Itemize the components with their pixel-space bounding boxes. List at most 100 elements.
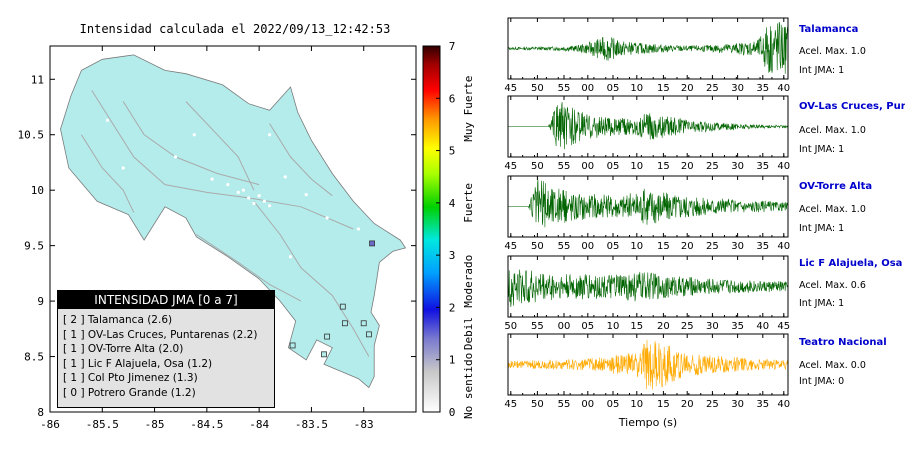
waveform-x-tick-label: 40 <box>777 83 790 94</box>
station-title: OV-Torre Alta <box>799 181 873 192</box>
station-marker <box>324 333 331 340</box>
colorbar-tick-label: 5 <box>449 145 456 158</box>
waveform-x-tick-label: 20 <box>681 241 694 252</box>
legend-item: [ 1 ] OV-Las Cruces, Puntarenas (2.2) <box>63 328 258 341</box>
map-y-tick-label: 10 <box>31 184 44 197</box>
waveform-x-tick-label: 30 <box>731 399 744 410</box>
colorbar-tick-label: 0 <box>449 406 456 419</box>
station-jma-intensity: Int JMA: 1 <box>799 144 845 155</box>
station-title: OV-Las Cruces, Puntar <box>799 101 905 112</box>
colorbar-tick-label: 6 <box>449 92 456 105</box>
city-dot <box>105 118 110 122</box>
city-dot <box>210 177 214 181</box>
waveform-x-tick-label: 35 <box>756 241 769 252</box>
city-dot <box>247 196 251 200</box>
waveform-x-tick-label: 25 <box>706 83 719 94</box>
waveform-x-tick-label: 45 <box>504 161 517 172</box>
waveform-x-tick-label: 05 <box>607 83 620 94</box>
city-dot <box>268 133 272 137</box>
waveform-x-tick-label: 40 <box>777 241 790 252</box>
city-dot <box>241 188 246 192</box>
waveform-x-tick-label: 05 <box>607 399 620 410</box>
waveform-x-tick-label: 30 <box>731 241 744 252</box>
station-title: Lic F Alajuela, Osa <box>799 258 903 269</box>
colorbar <box>422 45 441 413</box>
station-max-accel: Acel. Max. 0.6 <box>799 280 866 291</box>
station-jma-intensity: Int JMA: 1 <box>799 298 845 309</box>
station-marker <box>366 331 372 338</box>
map-y-tick-label: 8.5 <box>24 351 44 364</box>
waveform-x-tick-label: 45 <box>504 241 517 252</box>
waveform-x-tick-label: 40 <box>777 399 790 410</box>
waveform-x-tick-label: 00 <box>558 321 571 332</box>
waveform-x-tick-label: 25 <box>706 241 719 252</box>
waveform-trace <box>507 22 789 74</box>
road-line <box>253 200 370 357</box>
legend-item: [ 1 ] Col Pto Jimenez (1.3) <box>63 372 198 385</box>
map-title: Intensidad calculada el 2022/09/13_12:42… <box>79 22 391 36</box>
waveform-x-tick-label: 10 <box>630 241 643 252</box>
city-dot <box>304 193 308 197</box>
waveform-frame <box>507 333 789 396</box>
waveform-x-tick-label: 20 <box>681 83 694 94</box>
waveform-x-tick-label: 15 <box>657 161 670 172</box>
waveform-x-tick-label: 55 <box>558 241 571 252</box>
waveform-trace <box>508 102 789 150</box>
city-dot <box>121 166 125 170</box>
waveform-x-tick-label: 55 <box>558 161 571 172</box>
station-marker <box>341 320 348 327</box>
waveform-x-tick-label: 35 <box>756 161 769 172</box>
station-marker <box>369 240 375 247</box>
waveform-trace <box>508 179 789 228</box>
city-dot <box>257 194 261 198</box>
map-x-tick-label: -85 <box>145 418 165 431</box>
waveform-x-tick-label: 15 <box>630 321 643 332</box>
colorbar-category-label: Moderado <box>462 255 475 308</box>
city-dot <box>283 175 287 179</box>
colorbar-category-label: No sentido <box>462 353 475 419</box>
map-y-tick-label: 10.5 <box>18 129 45 142</box>
city-dot <box>252 201 256 206</box>
costa-rica-landmass <box>60 54 407 389</box>
city-dot <box>262 199 266 203</box>
waveform-frame <box>507 255 789 318</box>
road-line <box>80 134 135 213</box>
waveform-x-tick-label: 10 <box>630 83 643 94</box>
road-line <box>196 234 302 302</box>
waveform-x-tick-label: 00 <box>581 399 594 410</box>
map-x-tick-label: -84 <box>249 418 269 431</box>
waveform-x-tick-label: 35 <box>731 321 744 332</box>
colorbar-tick-label: 1 <box>449 354 456 367</box>
time-axis-label: Tiempo (s) <box>618 416 678 429</box>
waveform-x-tick-label: 55 <box>558 83 571 94</box>
waveform-x-tick-label: 25 <box>706 399 719 410</box>
waveform-x-tick-label: 50 <box>531 241 544 252</box>
waveform-x-tick-label: 10 <box>630 399 643 410</box>
map-x-tick-label: -85.5 <box>86 418 119 431</box>
city-dot <box>356 227 361 231</box>
colorbar-tick-label: 3 <box>449 249 456 262</box>
station-marker <box>321 351 327 358</box>
waveform-x-tick-label: 00 <box>581 161 594 172</box>
waveform-x-tick-label: 45 <box>777 321 790 332</box>
station-title: Teatro Nacional <box>799 337 887 348</box>
waveform-x-tick-label: 40 <box>777 161 790 172</box>
waveform-x-tick-label: 35 <box>756 399 769 410</box>
waveform-frame <box>507 175 789 238</box>
waveform-x-tick-label: 15 <box>657 83 670 94</box>
map-x-tick-label: -86 <box>40 418 60 431</box>
colorbar-category-label: Debil <box>462 317 475 350</box>
road-line <box>269 123 333 197</box>
station-max-accel: Acel. Max. 1.0 <box>799 46 866 57</box>
waveform-x-tick-label: 25 <box>681 321 694 332</box>
waveform-x-tick-label: 55 <box>531 321 544 332</box>
colorbar-tick-label: 2 <box>449 301 456 314</box>
station-jma-intensity: Int JMA: 0 <box>799 376 845 387</box>
waveform-x-tick-label: 50 <box>531 161 544 172</box>
waveform-x-tick-label: 05 <box>581 321 594 332</box>
waveform-x-tick-label: 00 <box>581 83 594 94</box>
waveform-x-tick-label: 45 <box>504 399 517 410</box>
colorbar-category-label: Fuerte <box>462 183 475 223</box>
road-line <box>185 101 255 191</box>
